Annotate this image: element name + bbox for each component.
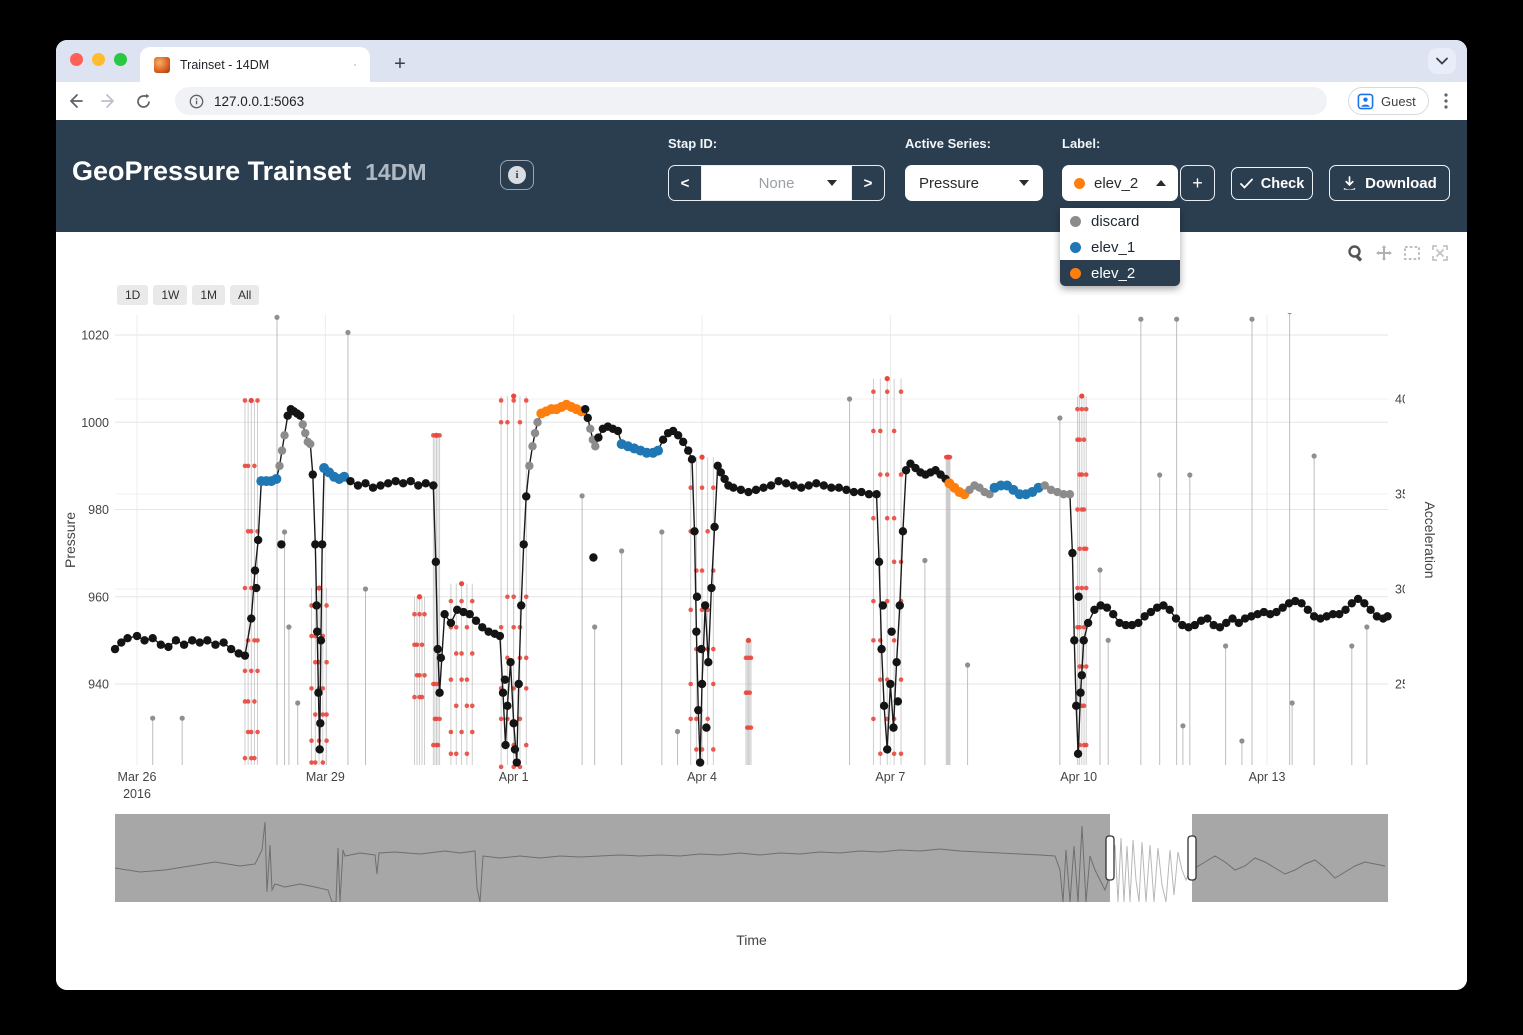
svg-text:960: 960 <box>88 590 109 604</box>
app-brand: GeoPressure Trainset 14DM <box>72 156 427 187</box>
site-info-icon[interactable] <box>189 94 204 109</box>
forward-icon[interactable] <box>94 86 124 116</box>
download-icon <box>1344 175 1356 190</box>
label-value: elev_2 <box>1094 174 1139 192</box>
browser-toolbar: 127.0.0.1:5063 Guest <box>56 82 1467 120</box>
svg-text:Apr 13: Apr 13 <box>1249 770 1286 784</box>
range-button-1d[interactable]: 1D <box>117 285 149 305</box>
svg-text:Apr 4: Apr 4 <box>687 770 717 784</box>
active-series-select[interactable]: Pressure <box>905 165 1043 201</box>
main-chart[interactable]: 1020 1000 980 960 940 40 35 30 25 Mar 26 2016 Mar 2… <box>75 313 1405 808</box>
svg-text:1020: 1020 <box>81 329 109 343</box>
stap-prev-button[interactable]: < <box>669 166 702 200</box>
autoscale-icon[interactable] <box>1429 242 1450 263</box>
favicon <box>154 56 170 73</box>
profile-avatar-icon <box>1357 93 1374 109</box>
range-button-all[interactable]: All <box>230 285 260 305</box>
stap-id-value: None <box>758 174 795 192</box>
range-button-1w[interactable]: 1W <box>153 285 188 305</box>
tab-strip: Trainset - 14DM + <box>56 40 1467 82</box>
svg-text:25: 25 <box>1395 678 1405 692</box>
range-slider[interactable] <box>115 814 1388 902</box>
label-dropdown-menu: discard elev_1 elev_2 <box>1060 208 1180 286</box>
stap-next-button[interactable]: > <box>851 166 884 200</box>
label-color-dot <box>1070 267 1081 279</box>
browser-window: Trainset - 14DM + 127.0.0.1:5063 <box>56 40 1467 990</box>
chevron-up-icon <box>1156 180 1166 186</box>
label-color-dot <box>1070 215 1081 227</box>
tab-title: Trainset - 14DM <box>180 57 270 72</box>
add-label-button[interactable]: + <box>1180 165 1215 201</box>
stap-id-select[interactable]: None <box>702 166 851 200</box>
stap-id-label: Stap ID: <box>668 136 718 151</box>
label-color-dot <box>1074 177 1085 189</box>
range-slider-handle-right[interactable] <box>1187 835 1197 881</box>
svg-text:Mar 29: Mar 29 <box>306 770 345 784</box>
label-menu-item-elev_2[interactable]: elev_2 <box>1060 260 1180 286</box>
tab-close-icon[interactable] <box>350 60 360 70</box>
y-axis-title-right: Acceleration <box>1422 501 1438 579</box>
range-button-1m[interactable]: 1M <box>192 285 226 305</box>
info-icon: i <box>508 166 526 184</box>
back-icon[interactable] <box>60 86 90 116</box>
active-series-value: Pressure <box>919 174 980 192</box>
svg-text:Apr 1: Apr 1 <box>499 770 529 784</box>
close-window-button[interactable] <box>70 53 83 66</box>
new-tab-button[interactable]: + <box>394 52 406 75</box>
x-axis-title: Time <box>736 932 767 948</box>
info-button[interactable]: i <box>500 160 534 190</box>
svg-text:980: 980 <box>88 503 109 517</box>
svg-text:Apr 7: Apr 7 <box>875 770 905 784</box>
download-button[interactable]: Download <box>1329 165 1450 201</box>
active-series-label: Active Series: <box>905 136 991 151</box>
svg-text:30: 30 <box>1395 583 1405 597</box>
check-button[interactable]: Check <box>1231 167 1313 200</box>
range-slider-handle-left[interactable] <box>1105 835 1115 881</box>
plot-modebar <box>1345 242 1450 263</box>
svg-text:Apr 10: Apr 10 <box>1060 770 1097 784</box>
url-text: 127.0.0.1:5063 <box>214 93 305 109</box>
label-menu-item-text: elev_1 <box>1091 238 1136 256</box>
svg-text:Mar 26: Mar 26 <box>118 770 157 784</box>
label-menu-item-text: elev_2 <box>1091 264 1136 282</box>
reload-icon[interactable] <box>128 86 158 116</box>
browser-tab[interactable]: Trainset - 14DM <box>140 47 370 82</box>
tab-search-chevron-icon[interactable] <box>1428 48 1456 74</box>
chevron-down-icon <box>1019 180 1029 186</box>
label-color-dot <box>1070 241 1081 253</box>
pan-icon[interactable] <box>1373 242 1394 263</box>
zoom-icon[interactable] <box>1345 242 1366 263</box>
svg-text:35: 35 <box>1395 488 1405 502</box>
label-menu-item-text: discard <box>1091 212 1140 230</box>
label-menu-item-discard[interactable]: discard <box>1060 208 1180 234</box>
minimize-window-button[interactable] <box>92 53 105 66</box>
app-title: GeoPressure Trainset <box>72 156 352 186</box>
label-label: Label: <box>1062 136 1101 151</box>
label-select[interactable]: elev_2 <box>1062 165 1178 201</box>
svg-text:2016: 2016 <box>123 787 151 801</box>
app-header: GeoPressure Trainset 14DM i Stap ID: < N… <box>56 120 1467 232</box>
dataset-id: 14DM <box>365 159 427 185</box>
range-selector: 1D 1W 1M All <box>117 285 260 305</box>
svg-text:940: 940 <box>88 678 109 692</box>
svg-text:40: 40 <box>1395 393 1405 407</box>
box-select-icon[interactable] <box>1401 242 1422 263</box>
chevron-down-icon <box>827 180 837 186</box>
chart-panel: 1D 1W 1M All Pressure Acceleration 1020 1000… <box>56 232 1467 990</box>
stap-id-control: < None > <box>668 165 885 201</box>
address-bar[interactable]: 127.0.0.1:5063 <box>175 87 1327 115</box>
check-icon <box>1239 178 1253 189</box>
maximize-window-button[interactable] <box>114 53 127 66</box>
svg-text:1000: 1000 <box>81 416 109 430</box>
profile-button[interactable]: Guest <box>1348 87 1429 115</box>
browser-menu-icon[interactable] <box>1434 89 1458 113</box>
profile-label: Guest <box>1381 93 1416 109</box>
label-menu-item-elev_1[interactable]: elev_1 <box>1060 234 1180 260</box>
